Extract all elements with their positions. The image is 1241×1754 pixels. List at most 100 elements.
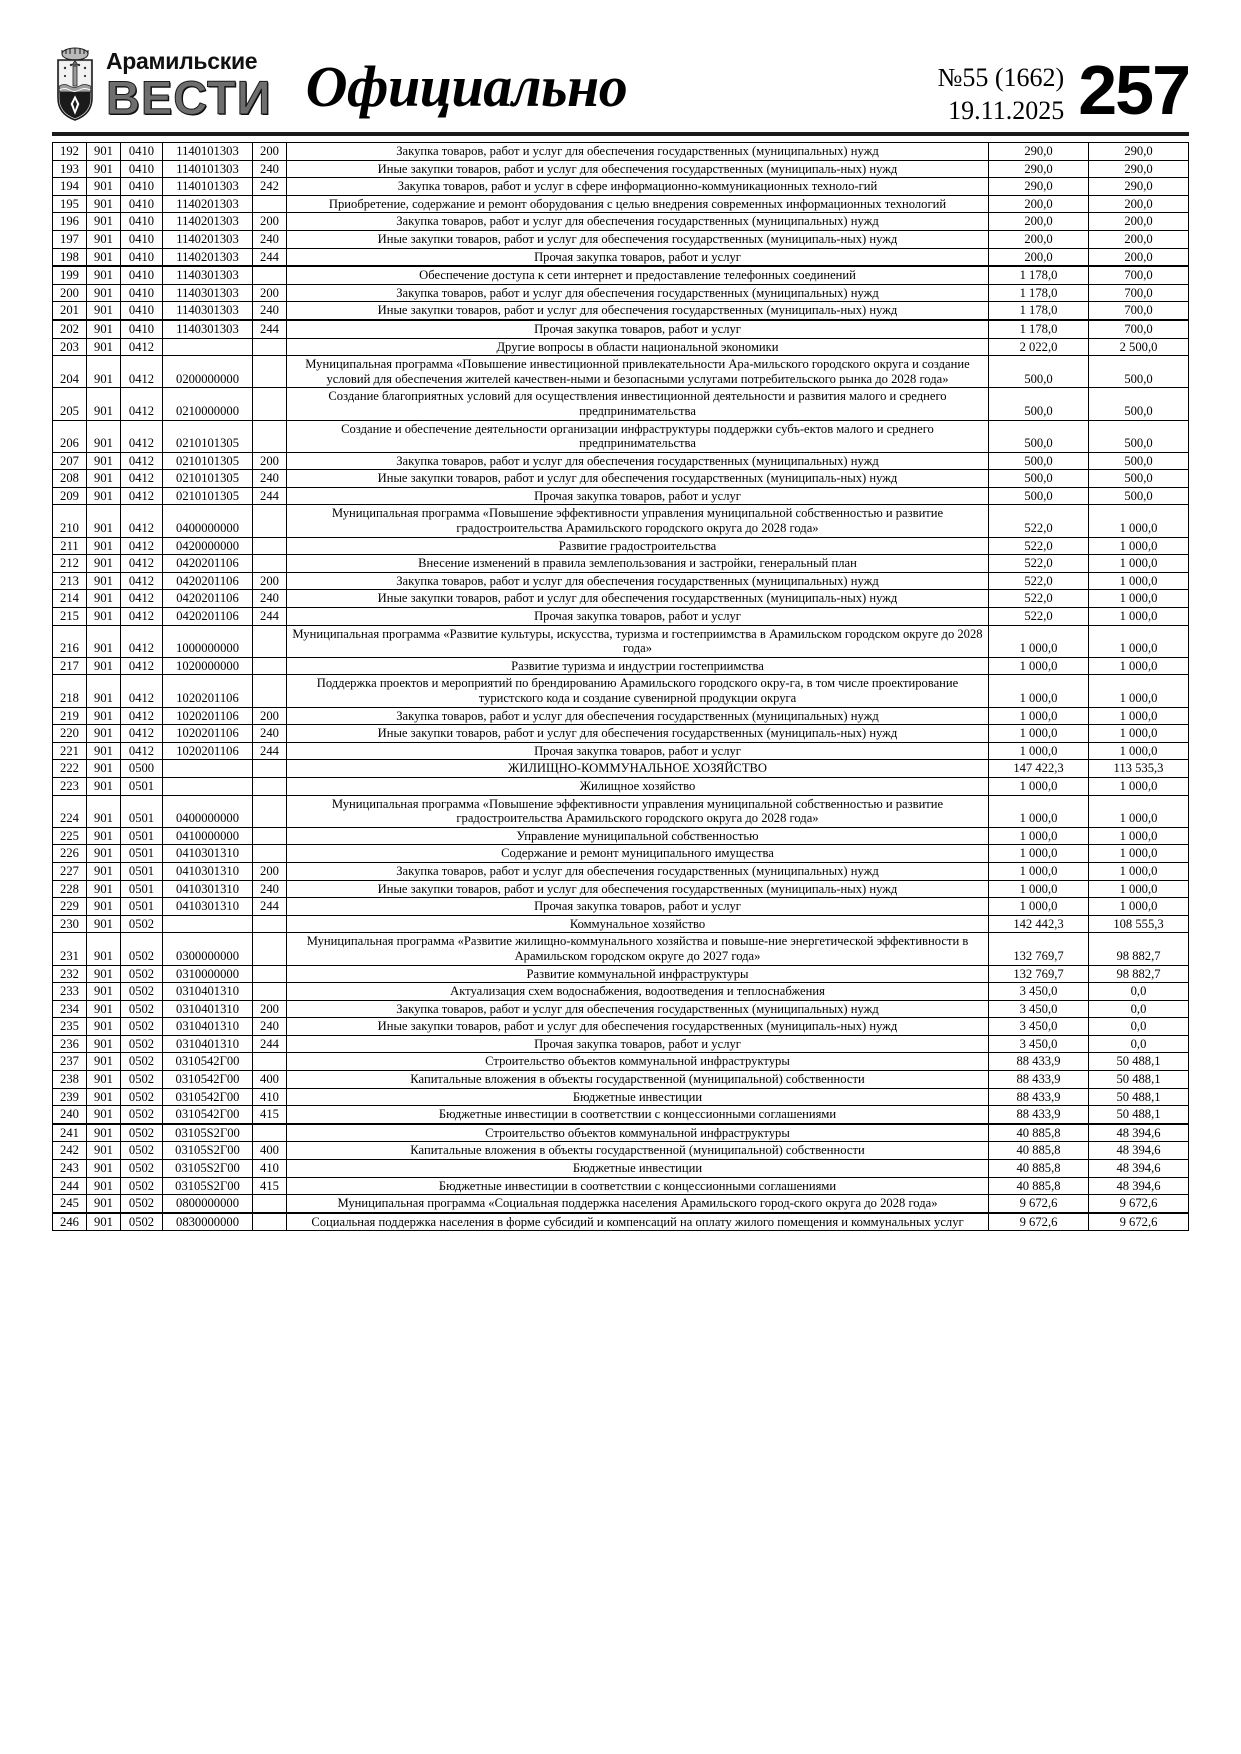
row-index-cell: 237 xyxy=(52,1052,87,1072)
chief-administrator-cell: 901 xyxy=(86,451,121,471)
chief-administrator-cell: 901 xyxy=(86,355,121,389)
program-code-cell xyxy=(162,776,253,796)
amount-year1-cell: 3 450,0 xyxy=(988,982,1089,1001)
amount-year2-cell: 48 394,6 xyxy=(1088,1176,1189,1196)
item-name-cell: Иные закупки товаров, работ и услуг для … xyxy=(286,1017,989,1036)
amount-year1-cell: 1 000,0 xyxy=(988,624,1089,658)
expense-type-cell: 400 xyxy=(252,1141,287,1161)
section-code-cell: 0502 xyxy=(120,1087,163,1107)
section-code-cell: 0410 xyxy=(120,283,163,303)
row-index-cell: 243 xyxy=(52,1159,87,1178)
amount-year2-cell: 1 000,0 xyxy=(1088,741,1189,761)
table-row: 245 901 0502 0800000000 Муниципальная програ… xyxy=(52,1194,1189,1214)
expense-type-cell: 200 xyxy=(252,571,287,591)
amount-year2-cell: 1 000,0 xyxy=(1088,624,1189,658)
table-row: 219 901 0412 1020201106 200 Закупка товаров, … xyxy=(52,706,1189,726)
table-row: 214 901 0412 0420201106 240 Иные закупки това… xyxy=(52,589,1189,609)
expense-type-cell xyxy=(252,536,287,556)
item-name-cell: Прочая закупка товаров, работ и услуг xyxy=(286,607,989,626)
amount-year2-cell: 500,0 xyxy=(1088,387,1189,421)
amount-year2-cell: 108 555,3 xyxy=(1088,914,1189,934)
table-row: 231 901 0502 0300000000 Муниципальная програ… xyxy=(52,932,1189,966)
section-code-cell: 0501 xyxy=(120,879,163,899)
program-code-cell: 1140201303 xyxy=(162,229,253,249)
section-code-cell: 0412 xyxy=(120,451,163,471)
section-code-cell: 0410 xyxy=(120,212,163,231)
masthead-divider xyxy=(52,132,1189,136)
expense-type-cell xyxy=(252,1052,287,1072)
chief-administrator-cell: 901 xyxy=(86,1122,121,1143)
amount-year1-cell: 3 450,0 xyxy=(988,1034,1089,1054)
program-code-cell: 0310542Г00 xyxy=(162,1087,253,1107)
row-index-cell: 239 xyxy=(52,1087,87,1107)
table-row: 233 901 0502 0310401310 Актуализация схем во… xyxy=(52,982,1189,1001)
section-code-cell: 0502 xyxy=(120,1194,163,1214)
amount-year1-cell: 522,0 xyxy=(988,607,1089,626)
expense-type-cell xyxy=(252,337,287,357)
chief-administrator-cell: 901 xyxy=(86,159,121,179)
section-code-cell: 0502 xyxy=(120,1017,163,1036)
program-code-cell: 0310401310 xyxy=(162,1017,253,1036)
row-index-cell: 194 xyxy=(52,177,87,196)
expense-type-cell: 244 xyxy=(252,897,287,916)
amount-year2-cell: 200,0 xyxy=(1088,247,1189,267)
amount-year1-cell: 1 000,0 xyxy=(988,879,1089,899)
chief-administrator-cell: 901 xyxy=(86,914,121,934)
item-name-cell: ЖИЛИЩНО-КОММУНАЛЬНОЕ ХОЗЯЙСТВО xyxy=(286,759,989,778)
chief-administrator-cell: 901 xyxy=(86,571,121,591)
amount-year2-cell: 1 000,0 xyxy=(1088,607,1189,626)
table-row: 200 901 0410 1140301303 200 Закупка товаров, … xyxy=(52,283,1189,303)
amount-year1-cell: 9 672,6 xyxy=(988,1211,1089,1232)
row-index-cell: 220 xyxy=(52,724,87,743)
chief-administrator-cell: 901 xyxy=(86,741,121,761)
program-code-cell: 03105S2Г00 xyxy=(162,1176,253,1196)
amount-year1-cell: 88 433,9 xyxy=(988,1070,1089,1089)
amount-year2-cell: 48 394,6 xyxy=(1088,1141,1189,1161)
row-index-cell: 201 xyxy=(52,301,87,321)
issue-info: №55 (1662) 19.11.2025 xyxy=(938,56,1065,128)
item-name-cell: Поддержка проектов и мероприятий по брен… xyxy=(286,674,989,708)
table-row: 229 901 0501 0410301310 244 Прочая закупка то… xyxy=(52,897,1189,916)
program-code-cell: 1140101303 xyxy=(162,159,253,179)
table-row: 227 901 0501 0410301310 200 Закупка товаров, … xyxy=(52,861,1189,881)
item-name-cell: Другие вопросы в области национальной эк… xyxy=(286,337,989,357)
amount-year2-cell: 1 000,0 xyxy=(1088,674,1189,708)
table-row: 192 901 0410 1140101303 200 Закупка товаров, … xyxy=(52,142,1189,161)
issue-block: №55 (1662) 19.11.2025 257 xyxy=(938,44,1191,128)
expense-type-cell xyxy=(252,419,287,453)
amount-year2-cell: 700,0 xyxy=(1088,265,1189,285)
row-index-cell: 222 xyxy=(52,759,87,778)
item-name-cell: Иные закупки товаров, работ и услуг для … xyxy=(286,589,989,609)
section-code-cell: 0410 xyxy=(120,177,163,196)
amount-year1-cell: 1 000,0 xyxy=(988,861,1089,881)
expense-type-cell: 244 xyxy=(252,1034,287,1054)
amount-year1-cell: 522,0 xyxy=(988,536,1089,556)
amount-year2-cell: 2 500,0 xyxy=(1088,337,1189,357)
table-row: 213 901 0412 0420201106 200 Закупка товаров, … xyxy=(52,571,1189,591)
expense-type-cell: 240 xyxy=(252,469,287,488)
table-row: 244 901 0502 03105S2Г00 415 Бюджетные инвести… xyxy=(52,1176,1189,1196)
section-code-cell: 0412 xyxy=(120,554,163,573)
section-code-cell: 0412 xyxy=(120,536,163,556)
amount-year1-cell: 2 022,0 xyxy=(988,337,1089,357)
program-code-cell: 0310401310 xyxy=(162,982,253,1001)
expense-type-cell xyxy=(252,776,287,796)
table-row: 216 901 0412 1000000000 Муниципальная програ… xyxy=(52,624,1189,658)
row-index-cell: 213 xyxy=(52,571,87,591)
item-name-cell: Управление муниципальной собственностью xyxy=(286,826,989,846)
chief-administrator-cell: 901 xyxy=(86,794,121,828)
row-index-cell: 229 xyxy=(52,897,87,916)
item-name-cell: Прочая закупка товаров, работ и услуг xyxy=(286,486,989,506)
amount-year2-cell: 1 000,0 xyxy=(1088,844,1189,863)
amount-year2-cell: 500,0 xyxy=(1088,486,1189,506)
expense-type-cell: 240 xyxy=(252,229,287,249)
program-code-cell: 0410301310 xyxy=(162,897,253,916)
program-code-cell: 0410301310 xyxy=(162,844,253,863)
row-index-cell: 242 xyxy=(52,1141,87,1161)
table-row: 194 901 0410 1140101303 242 Закупка товаров, … xyxy=(52,177,1189,196)
program-code-cell: 0410000000 xyxy=(162,826,253,846)
section-code-cell: 0501 xyxy=(120,844,163,863)
table-row: 225 901 0501 0410000000 Управление муниципал… xyxy=(52,826,1189,846)
item-name-cell: Социальная поддержка населения в форме с… xyxy=(286,1211,989,1232)
amount-year2-cell: 200,0 xyxy=(1088,212,1189,231)
